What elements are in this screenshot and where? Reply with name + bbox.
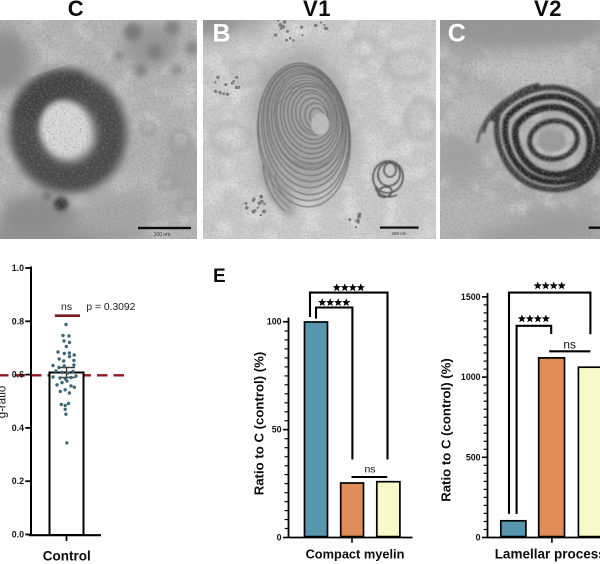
svg-text:100 nm: 100 nm bbox=[154, 232, 171, 238]
svg-text:0.0: 0.0 bbox=[12, 530, 24, 540]
svg-text:Compact myelin: Compact myelin bbox=[306, 547, 405, 562]
svg-text:0: 0 bbox=[277, 533, 282, 543]
svg-text:g-ratio: g-ratio bbox=[0, 386, 9, 419]
svg-text:C: C bbox=[448, 20, 466, 48]
svg-text:p = 0.3092: p = 0.3092 bbox=[86, 302, 135, 313]
svg-text:0.8: 0.8 bbox=[12, 316, 24, 326]
svg-text:0.6: 0.6 bbox=[12, 370, 24, 380]
svg-text:0.2: 0.2 bbox=[12, 476, 24, 486]
svg-text:1.0: 1.0 bbox=[12, 263, 24, 273]
svg-text:B: B bbox=[213, 20, 231, 48]
svg-text:Control: Control bbox=[43, 549, 91, 564]
svg-text:1500: 1500 bbox=[461, 292, 481, 302]
svg-text:Lamellar processes: Lamellar processes bbox=[495, 547, 600, 562]
svg-text:0: 0 bbox=[476, 533, 481, 543]
svg-text:1000: 1000 bbox=[461, 372, 481, 382]
svg-text:200 nm: 200 nm bbox=[391, 231, 406, 236]
svg-text:500: 500 bbox=[466, 452, 481, 462]
svg-text:Ratio to C (control) (%): Ratio to C (control) (%) bbox=[440, 358, 454, 502]
svg-text:50: 50 bbox=[272, 425, 282, 435]
svg-text:100: 100 bbox=[267, 317, 282, 327]
svg-text:ns: ns bbox=[61, 301, 72, 313]
svg-text:ns: ns bbox=[364, 464, 375, 476]
svg-text:ns: ns bbox=[563, 337, 576, 351]
svg-text:0.4: 0.4 bbox=[12, 423, 24, 433]
svg-text:Ratio to C (control) (%): Ratio to C (control) (%) bbox=[252, 352, 267, 496]
